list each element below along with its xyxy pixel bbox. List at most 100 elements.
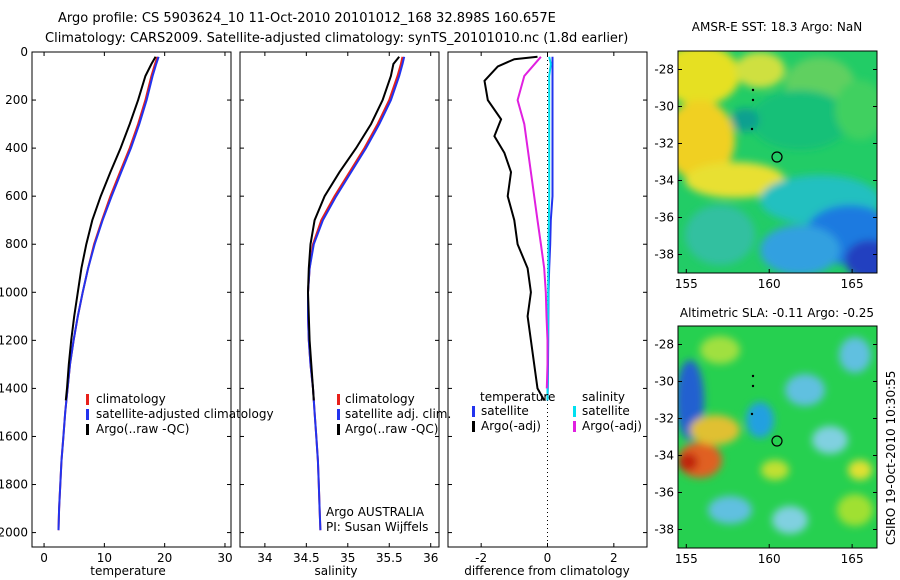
- legend-swatch-satellite-adjusted: [86, 409, 89, 420]
- sst-heatmap: [678, 51, 877, 273]
- track-point: [750, 127, 754, 131]
- series-line-argo-adj-: [483, 55, 546, 401]
- legend-title-salinity: salinity: [582, 390, 625, 404]
- salinity-x-axis: 34 34.5 35 35.5 36: [257, 52, 438, 565]
- track-point: [751, 384, 755, 388]
- legend-label-sal-argo: Argo(-adj): [582, 419, 642, 433]
- track-point: [751, 88, 755, 92]
- x-tick-label: 35: [340, 551, 355, 565]
- argo-org-credit: Argo AUSTRALIA: [326, 505, 425, 519]
- x-tick-label: 30: [217, 551, 232, 565]
- header-line-2: Climatology: CARS2009. Satellite-adjuste…: [45, 31, 628, 46]
- float-position-marker: [771, 435, 783, 447]
- x-tick-label: 35.5: [376, 551, 403, 565]
- temperature-panel: 0 200 400 600 800 1000 1200 1400 1600 1800 2000 0 1…: [0, 45, 274, 578]
- x-tick-label: 0: [544, 551, 552, 565]
- lat-tick-label: -28: [654, 338, 674, 352]
- track-point: [750, 412, 754, 416]
- series-line-argo-raw-qc-: [306, 56, 400, 401]
- salinity-x-label: salinity: [314, 564, 357, 578]
- legend-swatch-sal-argo: [573, 421, 576, 432]
- sst-map-title: AMSR-E SST: 18.3 Argo: NaN: [692, 20, 862, 34]
- salinity-panel: 34 34.5 35 35.5 36 salinity climatology sate…: [239, 51, 451, 578]
- legend-swatch-sal-satellite: [573, 406, 576, 417]
- legend-label-argo: Argo(..raw -QC): [345, 422, 438, 436]
- sla-map-panel: Altimetric SLA: -0.11 Argo: -0.25: [654, 306, 878, 566]
- legend-label-argo: Argo(..raw -QC): [96, 422, 189, 436]
- legend-label-satellite-adjusted: satellite-adjusted climatology: [96, 407, 274, 421]
- series-line-satellite-adj-clim-: [307, 56, 406, 531]
- series-line-argo-adj-: [516, 56, 549, 389]
- y-tick-label: 600: [5, 189, 28, 203]
- legend-label-climatology: climatology: [345, 392, 415, 406]
- legend-swatch-satellite-adj: [337, 409, 340, 420]
- lat-tick-label: -38: [654, 523, 674, 537]
- legend-swatch-climatology: [337, 394, 340, 405]
- pi-credit: PI: Susan Wijffels: [326, 520, 428, 534]
- salinity-legend: climatology satellite adj. clim. Argo(..…: [337, 392, 451, 436]
- lat-tick-label: -34: [654, 449, 674, 463]
- difference-legend: temperature salinity satellite Argo(-adj…: [472, 390, 642, 433]
- sst-map-lat-axis: -28 -30 -32 -34 -36 -38: [654, 63, 877, 262]
- legend-label-climatology: climatology: [96, 392, 166, 406]
- x-tick-label: 34: [257, 551, 272, 565]
- series-line-satellite-adjusted-climatology: [57, 56, 160, 531]
- sla-map-lat-axis: -28 -30 -32 -34 -36 -38: [654, 338, 877, 537]
- lat-tick-label: -32: [654, 412, 674, 426]
- y-tick-label: 1200: [0, 333, 28, 347]
- sla-map-lon-axis: 155 160 165: [675, 544, 864, 566]
- lon-tick-label: 160: [758, 277, 781, 291]
- y-tick-label: 2000: [0, 526, 28, 540]
- legend-swatch-climatology: [86, 394, 89, 405]
- x-tick-label: 36: [423, 551, 438, 565]
- sst-map-panel: AMSR-E SST: 18.3 Argo: NaN: [654, 20, 878, 291]
- series-line-climatology: [57, 56, 159, 531]
- temperature-legend: climatology satellite-adjusted climatolo…: [86, 392, 274, 436]
- lat-tick-label: -30: [654, 375, 674, 389]
- salinity-axes-frame: [239, 51, 440, 548]
- difference-y-ticks: [448, 51, 647, 534]
- y-tick-label: 1000: [0, 285, 28, 299]
- legend-label-sal-satellite: satellite: [582, 404, 630, 418]
- difference-series: [483, 52, 554, 547]
- lon-tick-label: 160: [758, 552, 781, 566]
- legend-label-temp-argo: Argo(-adj): [481, 419, 541, 433]
- x-tick-label: 0: [40, 551, 48, 565]
- legend-label-temp-satellite: satellite: [481, 404, 529, 418]
- salinity-y-ticks: [240, 51, 439, 534]
- timestamp-stamp: CSIRO 19-Oct-2010 10:30:55: [884, 371, 898, 545]
- x-tick-label: 20: [157, 551, 172, 565]
- temperature-x-label: temperature: [90, 564, 165, 578]
- lat-tick-label: -32: [654, 137, 674, 151]
- sst-map-lon-axis: 155 160 165: [675, 269, 864, 291]
- difference-x-label: difference from climatology: [464, 564, 630, 578]
- series-line-argo-raw-qc-: [64, 56, 157, 401]
- x-tick-label: 10: [97, 551, 112, 565]
- legend-swatch-temp-satellite: [472, 406, 475, 417]
- y-tick-label: 800: [5, 237, 28, 251]
- legend-title-temperature: temperature: [480, 390, 555, 404]
- track-point: [751, 374, 755, 378]
- temperature-axes-frame: [31, 51, 232, 548]
- lat-tick-label: -28: [654, 63, 674, 77]
- sla-map-frame: [677, 325, 878, 549]
- y-tick-label: 1800: [0, 478, 28, 492]
- x-tick-label: 34.5: [293, 551, 320, 565]
- depth-y-axis: 0 200 400 600 800 1000 1200 1400 1600 1800 2000: [0, 45, 231, 540]
- lat-tick-label: -36: [654, 486, 674, 500]
- lat-tick-label: -30: [654, 100, 674, 114]
- lat-tick-label: -34: [654, 174, 674, 188]
- legend-swatch-argo: [86, 424, 89, 435]
- legend-swatch-argo: [337, 424, 340, 435]
- lon-tick-label: 155: [675, 277, 698, 291]
- y-tick-label: 0: [20, 45, 28, 59]
- series-line-climatology: [307, 56, 404, 531]
- temperature-x-axis: 0 10 20 30: [40, 52, 233, 565]
- lat-tick-label: -36: [654, 211, 674, 225]
- legend-swatch-temp-argo: [472, 421, 475, 432]
- x-tick-label: 2: [610, 551, 618, 565]
- difference-panel: -2 0 2 difference from climatology tempera…: [447, 51, 648, 578]
- track-point: [751, 98, 755, 102]
- legend-label-satellite-adj: satellite adj. clim.: [345, 407, 451, 421]
